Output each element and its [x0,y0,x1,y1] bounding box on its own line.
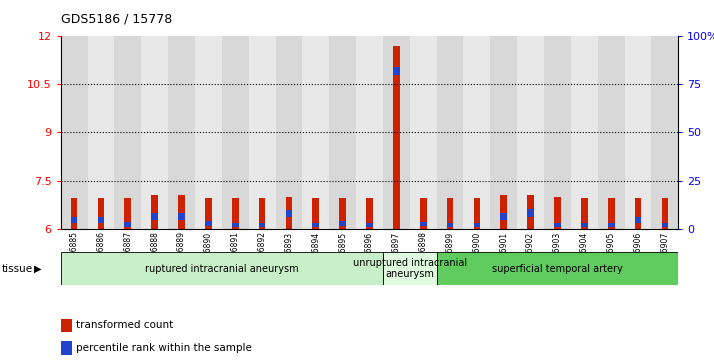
Bar [420,198,426,229]
Bar [571,36,598,229]
Bar [258,198,266,229]
Bar [356,36,383,229]
Bar [114,36,141,229]
Bar [178,195,185,229]
Bar [651,36,678,229]
Bar [168,36,195,229]
Bar [205,221,212,226]
Bar [661,223,668,227]
Bar [339,198,346,229]
Bar [501,213,507,220]
Bar [473,198,481,229]
Bar [195,36,222,229]
Text: ▶: ▶ [34,264,42,274]
Bar [61,252,383,285]
Bar [248,36,276,229]
Bar [393,67,400,75]
Bar [151,213,158,220]
Bar [258,223,266,227]
Bar [141,36,168,229]
Bar [581,198,588,229]
Text: tissue: tissue [1,264,33,274]
Bar [608,223,615,227]
Bar [205,198,212,229]
Bar [420,222,426,226]
Bar [527,195,534,229]
Bar [463,36,491,229]
Bar [635,216,641,223]
Bar [222,36,248,229]
Bar [491,36,517,229]
Bar [366,198,373,229]
Bar [329,36,356,229]
Bar [124,198,131,229]
Bar [447,198,453,229]
Bar [661,198,668,229]
Bar [393,46,400,229]
Bar [501,195,507,229]
Bar [98,216,104,223]
Bar [383,252,437,285]
Bar [608,198,615,229]
Text: unruptured intracranial
aneurysm: unruptured intracranial aneurysm [353,258,467,280]
Bar [232,198,238,229]
Bar [625,36,651,229]
Bar [598,36,625,229]
Bar [286,210,292,217]
Bar [339,221,346,226]
Bar [635,198,641,229]
Bar [61,36,88,229]
Bar [581,223,588,227]
Bar [71,198,78,229]
Text: transformed count: transformed count [76,321,174,330]
Bar [313,198,319,229]
Bar [517,36,544,229]
Text: superficial temporal artery: superficial temporal artery [492,264,623,274]
Bar [151,195,158,229]
Bar [124,222,131,227]
Bar [178,213,185,220]
Bar [98,198,104,229]
Bar [276,36,302,229]
Bar [88,36,114,229]
Bar [447,223,453,227]
Text: percentile rank within the sample: percentile rank within the sample [76,343,252,353]
Bar [527,209,534,216]
Bar [302,36,329,229]
Bar [410,36,437,229]
Text: ruptured intracranial aneurysm: ruptured intracranial aneurysm [145,264,298,274]
Bar [554,197,560,229]
Bar [71,216,78,223]
Bar [61,319,72,332]
Bar [232,223,238,227]
Bar [313,223,319,227]
Bar [554,223,560,227]
Bar [286,197,292,229]
Text: GDS5186 / 15778: GDS5186 / 15778 [61,13,172,26]
Bar [437,252,678,285]
Bar [437,36,463,229]
Bar [366,223,373,227]
Bar [544,36,571,229]
Bar [61,342,72,355]
Bar [383,36,410,229]
Bar [473,223,481,227]
